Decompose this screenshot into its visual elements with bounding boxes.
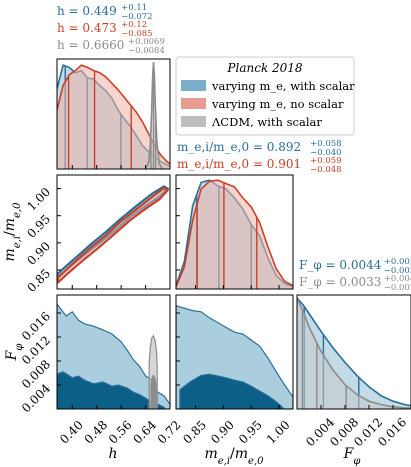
annotation-me-0-sup: +0.058: [310, 139, 341, 149]
legend-swatch-1: [181, 98, 206, 109]
annotation-h-0: h = 0.449 +0.11−0.072: [57, 3, 153, 22]
ylabel-F: Fφ: [4, 344, 25, 362]
panel-frame-joint-F-vs-me: [175, 294, 294, 410]
annotation-me-1-sub: −0.048: [310, 165, 341, 175]
legend-title: Planck 2018: [226, 61, 303, 75]
annotation-h-1-sub: −0.085: [121, 29, 152, 39]
panel-frame-marginal-F: [296, 294, 411, 410]
contour-F_vs_h-3: [150, 374, 157, 409]
panel-frame-joint-F-vs-h: [56, 294, 171, 410]
ytick-label-me-3: 1.00: [24, 185, 53, 214]
annotation-me-1: m_e,i/m_e,0 = 0.901 +0.059−0.048: [177, 156, 342, 175]
svg-text:F_φ = 0.0033: F_φ = 0.0033: [299, 275, 381, 289]
annotation-me-0: m_e,i/m_e,0 = 0.892 +0.058−0.040: [177, 139, 342, 158]
legend: Planck 2018 varying m_e, with scalar varyi…: [175, 56, 355, 136]
xlabel-h: h: [108, 446, 117, 462]
xtick-label-h-0: 0.40: [57, 418, 86, 447]
xtick-label-h-1: 0.48: [81, 418, 110, 447]
annotation-F-1-sup: +0.0049: [384, 274, 411, 284]
marginal-line-me-1: [176, 179, 293, 288]
xtick-label-me-2: 0.95: [236, 418, 265, 447]
joint-F-vs-h: [57, 302, 170, 409]
legend-label-1: varying m_e, no scalar: [211, 97, 344, 111]
marginal-fill-me-1: [176, 180, 293, 289]
annotation-F-0-sub: −0.0032: [384, 266, 411, 276]
annotation-h-1: h = 0.473 +0.12−0.085: [57, 20, 153, 39]
contour-F_vs_me-1: [179, 373, 285, 409]
annotation-me-1-sup: +0.059: [310, 156, 341, 166]
legend-label-2: ΛCDM, with scalar: [211, 115, 322, 129]
annotation-h-2-sub: −0.0084: [128, 46, 165, 56]
annotation-h-1-sup: +0.12: [121, 20, 147, 30]
ytick-label-me-0: 0.85: [24, 266, 53, 295]
xtick-label-h-4: 0.72: [155, 418, 184, 447]
legend-box: [175, 56, 355, 136]
annotation-F-1: F_φ = 0.0033+0.0049−0.0024: [299, 274, 411, 293]
marginal-me: [176, 179, 293, 289]
annotation-h-0-sub: −0.072: [121, 12, 152, 22]
ylabel-me: me,i/me,0: [2, 202, 23, 262]
svg-text:h = 0.449: h = 0.449: [57, 4, 117, 18]
annotation-h-2-sup: +0.0069: [128, 37, 165, 47]
xlabel-F: Fφ: [343, 446, 361, 467]
xtick-label-me-0: 0.85: [180, 418, 209, 447]
legend-label-0: varying m_e, with scalar: [211, 79, 355, 93]
xtick-label-h-3: 0.64: [130, 418, 159, 447]
marginal-fill-F-1: [297, 298, 411, 409]
xtick-label-me-3: 1.00: [264, 418, 293, 447]
xtick-label-me-1: 0.90: [208, 418, 237, 447]
legend-swatch-2: [181, 116, 206, 127]
annotation-h-0-sup: +0.11: [121, 3, 147, 13]
annotation-F-1-sub: −0.0024: [384, 283, 411, 293]
marginal-line-F-0: [297, 297, 411, 407]
svg-text:m_e,i/m_e,0 = 0.901: m_e,i/m_e,0 = 0.901: [177, 157, 301, 171]
annotation-F-0: F_φ = 0.0044+0.0059−0.0032: [299, 257, 411, 276]
annotation-me-0-sub: −0.040: [310, 148, 341, 158]
contour-me_vs_h-1: [57, 186, 170, 284]
marginal-F: [297, 297, 411, 409]
svg-text:F_φ = 0.0044: F_φ = 0.0044: [299, 258, 382, 272]
marginal-line-F-1: [297, 297, 411, 409]
xlabel-me: me,i/me,0: [204, 446, 264, 467]
xtick-label-h-2: 0.56: [106, 418, 135, 447]
marginal-h: [57, 61, 170, 169]
svg-text:m_e,i/m_e,0 = 0.892: m_e,i/m_e,0 = 0.892: [177, 140, 301, 154]
marginal-fill-h-1: [57, 65, 170, 169]
annotation-F-0-sup: +0.0059: [384, 257, 411, 267]
annotation-h-2: h = 0.6660 +0.0069−0.0084: [57, 37, 165, 56]
ytick-label-me-2: 0.95: [24, 212, 53, 241]
legend-swatch-0: [181, 80, 206, 91]
joint-me-vs-h: [57, 185, 170, 284]
panel-frame-joint-me-vs-h: [56, 174, 171, 290]
ytick-label-me-1: 0.90: [24, 239, 53, 268]
panel-frame-marginal-me: [175, 174, 294, 290]
svg-text:h = 0.473: h = 0.473: [57, 21, 117, 35]
svg-text:h = 0.6660: h = 0.6660: [57, 38, 124, 52]
joint-F-vs-me: [176, 305, 293, 409]
panel-frame-marginal-h: [56, 58, 171, 170]
